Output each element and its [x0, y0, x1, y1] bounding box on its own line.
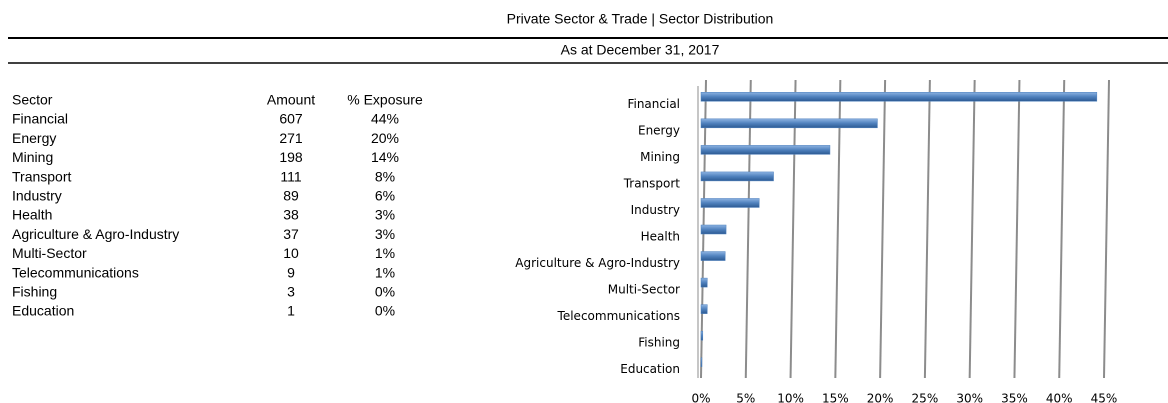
- y-tick-label: Multi-Sector: [608, 283, 680, 297]
- table-cell: 89: [283, 188, 299, 204]
- bar: [700, 92, 1098, 102]
- grid-line: [744, 79, 752, 379]
- x-tick-label: 15%: [822, 392, 849, 403]
- y-tick-label: Education: [620, 362, 680, 376]
- table-cell: Agriculture & Agro-Industry: [12, 226, 179, 242]
- table-cell: 198: [279, 149, 303, 165]
- grid-line: [879, 79, 887, 379]
- title: Private Sector & Trade | Sector Distribu…: [507, 11, 774, 27]
- x-tick-label: 20%: [867, 392, 894, 403]
- y-tick-label: Financial: [627, 97, 680, 111]
- grid-line: [1103, 79, 1110, 379]
- x-tick-label: 25%: [912, 392, 939, 403]
- x-tick-label: 35%: [1001, 392, 1028, 403]
- bar: [700, 118, 878, 129]
- table-cell: 6%: [375, 188, 395, 204]
- table-cell: Industry: [12, 188, 62, 204]
- y-tick-label: Energy: [638, 123, 680, 137]
- table-cell: 3%: [375, 207, 395, 223]
- table-cell: 9: [287, 264, 295, 280]
- bar: [700, 251, 726, 261]
- y-tick-label: Transport: [623, 176, 681, 190]
- table-cell: 44%: [371, 111, 399, 127]
- table-cell: 111: [280, 168, 301, 184]
- table-cell: Energy: [12, 130, 56, 146]
- table-cell: Fishing: [12, 284, 57, 300]
- bar: [700, 357, 703, 367]
- x-tick-label: 5%: [736, 392, 755, 403]
- bar: [700, 224, 727, 235]
- table-cell: 37: [283, 226, 299, 242]
- table-cell: Multi-Sector: [12, 245, 87, 261]
- table-cell: 1%: [375, 245, 395, 261]
- grid-line: [923, 79, 931, 379]
- y-tick-label: Industry: [631, 203, 680, 217]
- table-cell: 3: [287, 284, 295, 300]
- x-tick-label: 45%: [1091, 392, 1118, 403]
- table-cell: 10: [283, 245, 299, 261]
- bar: [700, 330, 704, 341]
- table-cell: 3%: [375, 226, 395, 242]
- x-tick-label: 0%: [691, 392, 710, 403]
- table-cell: 607: [279, 111, 303, 127]
- table-cell: 8%: [375, 168, 395, 184]
- y-tick-label: Health: [641, 230, 680, 244]
- bar: [700, 171, 774, 182]
- table-cell: Financial: [12, 111, 68, 127]
- column-header: Sector: [12, 92, 53, 108]
- y-tick-label: Agriculture & Agro-Industry: [515, 256, 680, 270]
- table-cell: 0%: [375, 303, 395, 319]
- x-tick-label: 10%: [777, 392, 804, 403]
- x-tick-label: 30%: [956, 392, 983, 403]
- y-tick-label: Mining: [640, 150, 680, 164]
- table-cell: 14%: [371, 149, 399, 165]
- table-cell: Mining: [12, 149, 53, 165]
- table-cell: 38: [283, 207, 299, 223]
- bar: [700, 304, 708, 314]
- y-tick-label: Telecommunications: [557, 309, 680, 323]
- grid-line: [834, 79, 842, 379]
- grid-line: [1013, 79, 1021, 379]
- column-header: % Exposure: [347, 92, 423, 108]
- grid-line: [968, 79, 976, 379]
- table-cell: 20%: [371, 130, 399, 146]
- table-cell: 0%: [375, 284, 395, 300]
- table-cell: Education: [12, 303, 74, 319]
- table-cell: Transport: [12, 168, 72, 184]
- table-cell: 1: [287, 303, 295, 319]
- table-cell: Health: [12, 207, 52, 223]
- bar: [700, 145, 831, 155]
- y-tick-label: Fishing: [638, 336, 680, 350]
- table-cell: Telecommunications: [12, 264, 139, 280]
- subtitle: As at December 31, 2017: [561, 42, 720, 58]
- grid-line: [789, 79, 797, 379]
- x-tick-label: 40%: [1046, 392, 1073, 403]
- grid-line: [1058, 79, 1066, 379]
- table-cell: 1%: [375, 264, 395, 280]
- bar: [700, 198, 760, 208]
- column-header: Amount: [267, 92, 315, 108]
- table-cell: 271: [279, 130, 303, 146]
- bar: [700, 277, 708, 288]
